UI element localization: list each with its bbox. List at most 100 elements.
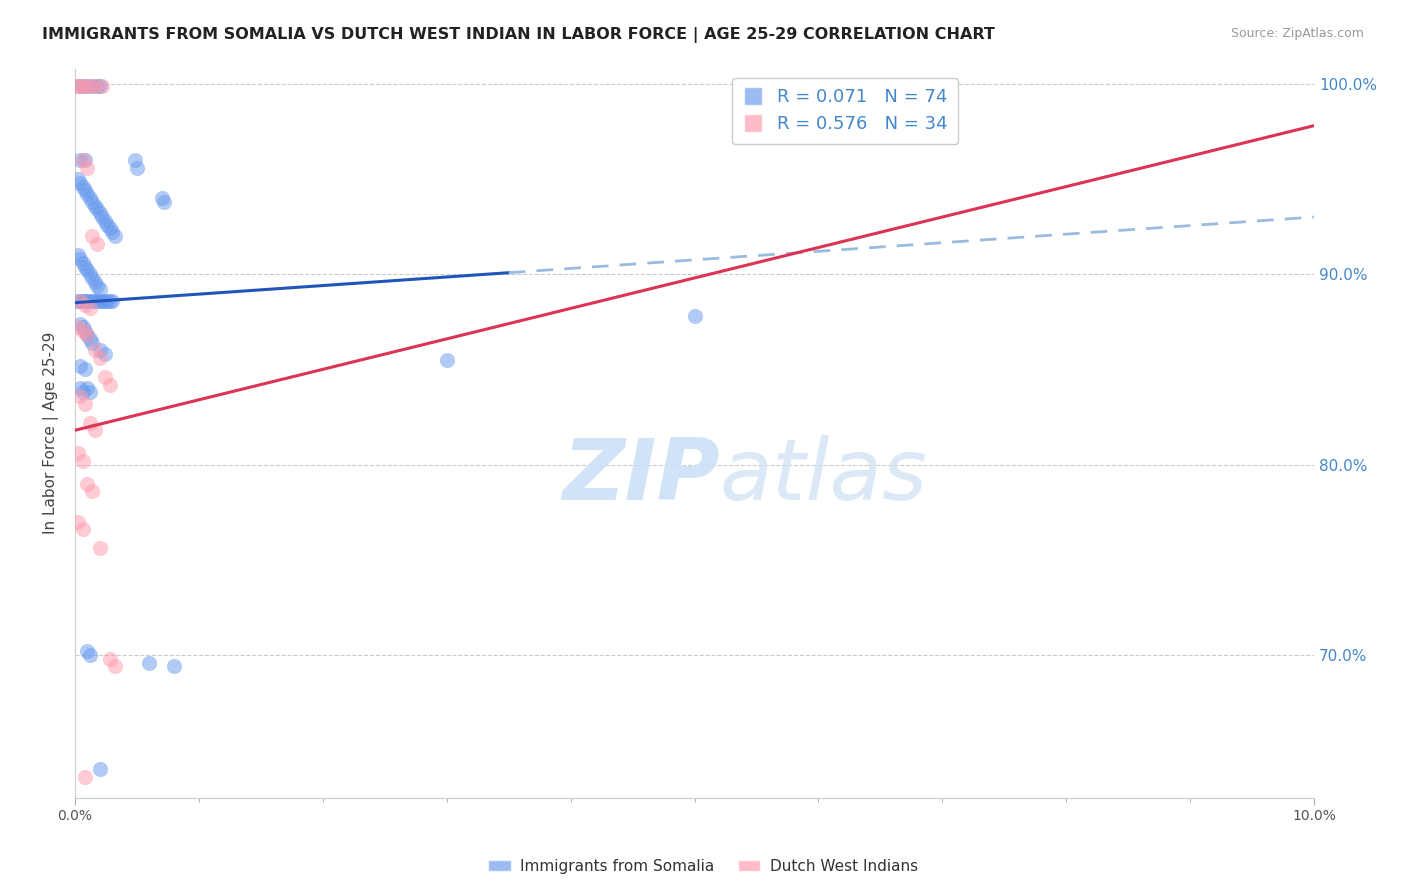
Point xyxy=(86,202,108,217)
Point xyxy=(79,416,101,430)
Point xyxy=(73,362,96,376)
Point xyxy=(96,293,118,308)
Point xyxy=(66,78,89,93)
Point xyxy=(86,236,108,251)
Point xyxy=(72,179,94,194)
Point xyxy=(91,210,114,224)
Point xyxy=(153,194,176,209)
Point xyxy=(98,651,121,665)
Point xyxy=(76,263,98,277)
Point xyxy=(72,256,94,270)
Point xyxy=(72,324,94,338)
Point xyxy=(73,293,96,308)
Point xyxy=(79,385,101,400)
Point xyxy=(89,351,111,365)
Point xyxy=(163,659,186,673)
Point xyxy=(73,153,96,167)
Point xyxy=(79,293,101,308)
Text: ZIP: ZIP xyxy=(562,435,720,518)
Point xyxy=(104,229,127,244)
Point xyxy=(98,293,121,308)
Point xyxy=(73,770,96,784)
Point xyxy=(76,644,98,658)
Point xyxy=(94,347,117,361)
Point xyxy=(72,522,94,536)
Point xyxy=(683,309,706,323)
Point xyxy=(79,267,101,281)
Point xyxy=(69,389,91,403)
Point xyxy=(66,515,89,529)
Point xyxy=(72,453,94,467)
Point xyxy=(89,206,111,220)
Point xyxy=(82,229,104,244)
Point xyxy=(89,541,111,556)
Point xyxy=(66,78,89,93)
Point xyxy=(86,278,108,293)
Point xyxy=(79,191,101,205)
Point xyxy=(84,275,107,289)
Point xyxy=(66,293,89,308)
Point xyxy=(436,352,458,367)
Point xyxy=(94,214,117,228)
Point xyxy=(69,176,91,190)
Point xyxy=(89,78,111,93)
Point xyxy=(76,328,98,343)
Point xyxy=(82,335,104,350)
Point xyxy=(89,762,111,776)
Point xyxy=(76,293,98,308)
Legend: R = 0.071   N = 74, R = 0.576   N = 34: R = 0.071 N = 74, R = 0.576 N = 34 xyxy=(731,78,957,145)
Point xyxy=(79,332,101,346)
Point xyxy=(91,293,114,308)
Point xyxy=(89,282,111,296)
Point xyxy=(84,293,107,308)
Point xyxy=(69,293,91,308)
Point xyxy=(73,260,96,274)
Point xyxy=(72,320,94,334)
Point xyxy=(76,161,98,175)
Legend: Immigrants from Somalia, Dutch West Indians: Immigrants from Somalia, Dutch West Indi… xyxy=(482,853,924,880)
Point xyxy=(76,78,98,93)
Text: atlas: atlas xyxy=(720,435,928,518)
Point xyxy=(73,183,96,197)
Point xyxy=(94,293,117,308)
Point xyxy=(124,153,146,167)
Point xyxy=(101,225,124,239)
Point xyxy=(98,221,121,235)
Point xyxy=(79,78,101,93)
Point xyxy=(91,78,114,93)
Text: IMMIGRANTS FROM SOMALIA VS DUTCH WEST INDIAN IN LABOR FORCE | AGE 25-29 CORRELAT: IMMIGRANTS FROM SOMALIA VS DUTCH WEST IN… xyxy=(42,27,995,43)
Y-axis label: In Labor Force | Age 25-29: In Labor Force | Age 25-29 xyxy=(44,332,59,534)
Point xyxy=(98,377,121,392)
Point xyxy=(82,484,104,499)
Point xyxy=(69,381,91,395)
Point xyxy=(76,381,98,395)
Point xyxy=(82,293,104,308)
Point xyxy=(104,659,127,673)
Point xyxy=(66,248,89,262)
Point xyxy=(82,78,104,93)
Point xyxy=(69,317,91,331)
Point xyxy=(84,343,107,358)
Point xyxy=(69,359,91,373)
Point xyxy=(84,423,107,437)
Point xyxy=(69,78,91,93)
Point xyxy=(76,476,98,491)
Point xyxy=(86,78,108,93)
Point xyxy=(72,78,94,93)
Point xyxy=(72,153,94,167)
Point xyxy=(82,271,104,285)
Point xyxy=(138,656,160,670)
Point xyxy=(72,385,94,400)
Point xyxy=(94,370,117,384)
Point xyxy=(69,252,91,266)
Point xyxy=(69,293,91,308)
Point xyxy=(89,293,111,308)
Point xyxy=(79,648,101,662)
Point xyxy=(73,324,96,338)
Point xyxy=(72,293,94,308)
Point xyxy=(73,78,96,93)
Point xyxy=(86,293,108,308)
Point xyxy=(125,161,148,175)
Point xyxy=(76,187,98,202)
Point xyxy=(82,194,104,209)
